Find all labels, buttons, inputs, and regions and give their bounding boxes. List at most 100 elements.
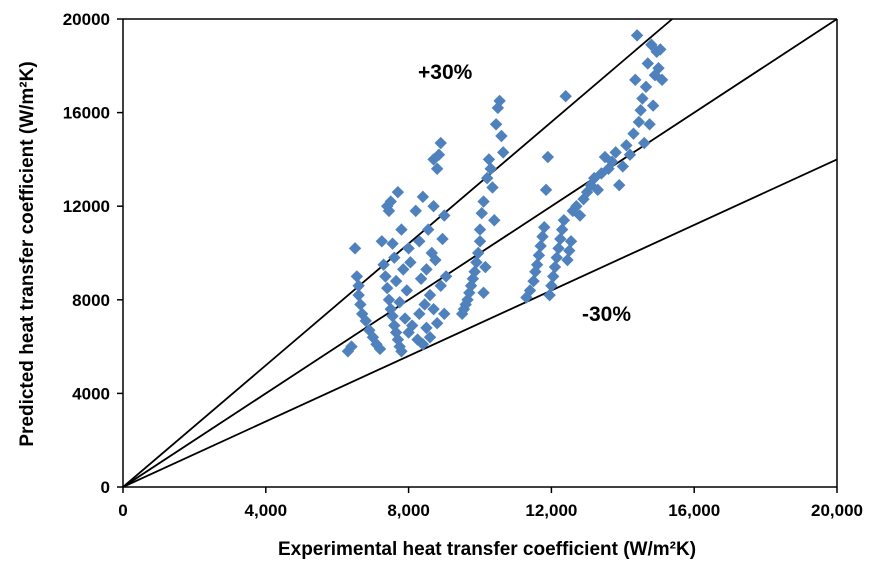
data-point — [395, 223, 408, 236]
data-point — [473, 235, 487, 248]
data-point — [495, 129, 508, 143]
data-point — [580, 185, 594, 199]
data-point — [375, 235, 389, 248]
data-point — [423, 288, 437, 302]
data-point — [598, 150, 612, 164]
data-point — [530, 258, 544, 271]
data-point — [523, 284, 537, 297]
data-point — [570, 200, 583, 213]
axes — [122, 18, 838, 488]
data-point — [386, 309, 399, 323]
data-point — [400, 284, 414, 297]
data-point — [438, 209, 451, 222]
data-point — [629, 73, 642, 87]
data-point — [475, 207, 488, 220]
data-point — [391, 185, 405, 199]
data-point — [404, 256, 417, 269]
data-point — [380, 281, 394, 295]
data-point — [377, 258, 390, 271]
data-point — [543, 288, 556, 302]
data-point — [439, 270, 453, 283]
data-point — [468, 265, 481, 278]
data-point — [554, 232, 567, 246]
data-point — [382, 204, 396, 218]
plus-30-percent-line — [122, 18, 673, 488]
data-point — [561, 253, 574, 267]
y-tick-label: 8000 — [72, 291, 110, 310]
x-tick-label: 4,000 — [245, 501, 288, 520]
data-point — [427, 153, 440, 166]
data-point — [493, 94, 506, 108]
data-point — [546, 270, 560, 283]
x-axis-ticks: 0 4,000 8,000 12,000 16,000 20,000 — [118, 487, 863, 520]
data-point — [536, 230, 549, 243]
data-point — [422, 223, 435, 236]
data-point — [348, 242, 362, 255]
y-tick-label: 20000 — [63, 10, 110, 29]
data-point — [386, 237, 399, 250]
x-tick-label: 0 — [118, 501, 127, 520]
data-point — [555, 223, 569, 236]
data-point — [488, 214, 501, 227]
data-point — [470, 256, 483, 269]
data-point — [477, 286, 490, 299]
data-point — [373, 342, 387, 356]
data-point — [634, 104, 647, 117]
data-point — [638, 136, 651, 150]
data-point — [545, 279, 558, 292]
data-point — [414, 272, 428, 285]
data-point — [527, 274, 540, 288]
data-point — [563, 244, 576, 257]
data-point — [420, 321, 433, 335]
data-point — [438, 307, 451, 321]
data-point — [566, 204, 580, 218]
data-point — [632, 115, 646, 129]
data-point — [430, 162, 444, 175]
data-point — [402, 242, 415, 255]
data-point — [605, 155, 619, 168]
data-point — [489, 118, 503, 131]
minus-30-percent-line — [122, 158, 838, 488]
data-point — [550, 251, 563, 264]
data-point — [395, 345, 408, 358]
data-point — [641, 57, 654, 70]
data-point — [420, 263, 433, 276]
data-point — [345, 340, 358, 353]
x-tick-label: 12,000 — [525, 501, 577, 520]
data-point — [398, 312, 412, 325]
data-point — [538, 221, 551, 234]
data-point — [564, 235, 578, 248]
data-point — [352, 288, 365, 302]
data-point — [413, 235, 426, 248]
data-point — [557, 214, 571, 227]
y-tick-label: 4000 — [72, 384, 110, 403]
data-point — [630, 29, 644, 42]
data-point — [484, 162, 497, 175]
data-point — [427, 200, 440, 213]
data-point — [541, 150, 555, 164]
x-tick-label: 16,000 — [668, 501, 720, 520]
data-point — [430, 317, 444, 330]
data-point — [389, 274, 403, 288]
data-point — [620, 139, 633, 152]
x-tick-label: 8,000 — [387, 501, 430, 520]
data-point — [477, 195, 490, 208]
data-point — [646, 99, 660, 112]
data-point — [482, 153, 496, 166]
data-point — [591, 183, 605, 197]
data-point — [532, 249, 546, 262]
data-point — [397, 263, 410, 276]
data-point — [616, 160, 629, 173]
data-point — [427, 302, 440, 316]
data-point — [350, 270, 364, 283]
data-point — [379, 270, 392, 283]
data-point — [573, 209, 587, 222]
data-point — [354, 298, 367, 311]
data-point — [418, 298, 431, 311]
data-point — [393, 295, 406, 309]
data-point — [413, 307, 426, 321]
data-point — [548, 260, 562, 274]
data-point — [429, 253, 442, 267]
data-point — [416, 190, 430, 204]
y-axis-ticks: 0 4000 8000 12000 16000 20000 — [63, 10, 123, 497]
